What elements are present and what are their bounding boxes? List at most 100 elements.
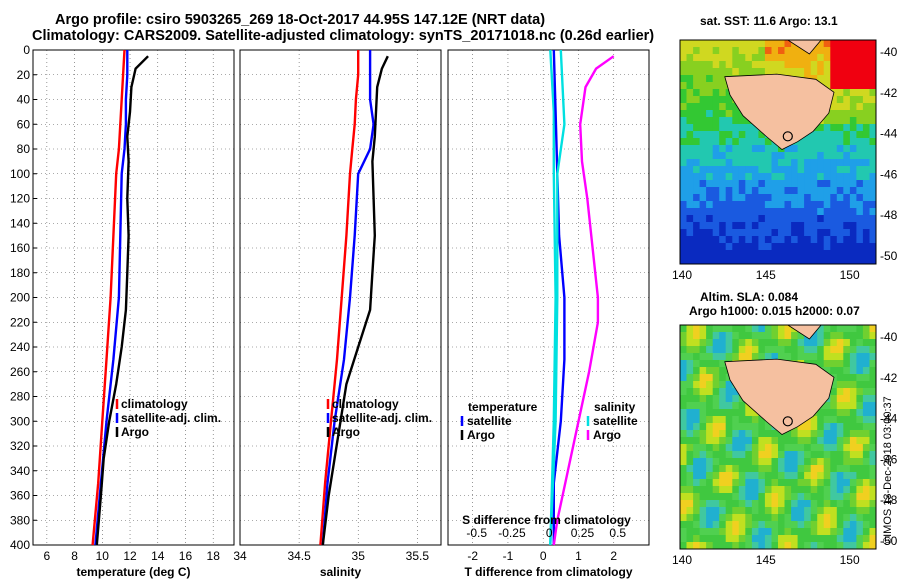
map-cell <box>693 222 701 230</box>
map-cell <box>817 451 825 459</box>
map-cell <box>823 236 831 244</box>
map-cell <box>706 402 714 410</box>
map-cell <box>817 215 825 223</box>
map-cell <box>862 535 870 543</box>
map-cell <box>764 535 772 543</box>
map-cell <box>836 201 844 209</box>
sla-map-title-line2: Argo h1000: 0.015 h2000: 0.07 <box>689 304 860 318</box>
map-cell <box>784 194 792 202</box>
map-cell <box>706 96 714 104</box>
map-cell <box>764 208 772 216</box>
map-cell <box>817 346 825 354</box>
map-cell <box>686 367 694 375</box>
legend-label: Argo <box>332 425 360 439</box>
map-cell <box>784 173 792 181</box>
map-cell <box>751 250 759 258</box>
map-cell <box>810 208 818 216</box>
map-cell <box>830 110 838 118</box>
map-cell <box>791 145 799 153</box>
map-cell <box>732 250 740 258</box>
map-cell <box>706 493 714 501</box>
map-cell <box>732 47 740 55</box>
map-cell <box>751 346 759 354</box>
panel-frame <box>447 49 650 546</box>
map-cell <box>843 131 851 139</box>
map-cell <box>680 535 687 543</box>
map-cell <box>778 236 785 244</box>
map-cell <box>738 500 746 508</box>
map-cell <box>778 458 785 466</box>
map-cell <box>712 353 720 361</box>
map-cell <box>869 173 877 181</box>
map-cell <box>823 75 831 83</box>
map-cell <box>725 152 733 160</box>
map-cell <box>764 194 772 202</box>
map-cell <box>791 152 799 160</box>
map-cell <box>699 402 707 410</box>
map-cell <box>712 131 720 139</box>
map-cell <box>817 173 825 181</box>
map-cell <box>758 194 766 202</box>
map-cell <box>738 201 746 209</box>
map-cell <box>738 166 746 174</box>
difference-panel <box>447 49 650 546</box>
map-cell <box>823 500 831 508</box>
map-cell <box>719 257 727 265</box>
map-cell <box>843 68 851 76</box>
map-cell <box>693 138 701 146</box>
map-cell <box>823 257 831 265</box>
map-cell <box>732 521 740 529</box>
map-cell <box>745 444 753 452</box>
map-cell <box>771 159 779 167</box>
map-cell <box>856 243 864 251</box>
map-cell <box>849 416 857 424</box>
map-cell <box>771 332 779 340</box>
map-cell <box>764 486 772 494</box>
map-cell <box>804 138 812 146</box>
map-cell <box>725 451 733 459</box>
legend-heading-temperature: temperature <box>468 400 538 414</box>
map-cell <box>784 521 792 529</box>
map-cell <box>771 472 779 480</box>
map-cell <box>869 152 877 160</box>
map-lon-label: 150 <box>840 553 860 567</box>
map-cell <box>869 542 877 550</box>
map-cell <box>830 257 838 265</box>
map-cell <box>856 388 864 396</box>
map-cell <box>862 395 870 403</box>
map-cell <box>706 250 714 258</box>
map-cell <box>764 47 772 55</box>
y-tick-label: 400 <box>10 538 30 552</box>
map-cell <box>836 243 844 251</box>
map-cell <box>797 250 805 258</box>
map-cell <box>751 528 759 536</box>
map-cell <box>719 201 727 209</box>
map-cell <box>836 367 844 375</box>
map-cell <box>693 145 701 153</box>
map-cell <box>804 145 812 153</box>
map-cell <box>738 451 746 459</box>
map-cell <box>797 542 805 550</box>
map-cell <box>843 215 851 223</box>
map-cell <box>830 430 838 438</box>
map-cell <box>732 131 740 139</box>
map-cell <box>843 500 851 508</box>
map-cell <box>758 68 766 76</box>
map-cell <box>771 535 779 543</box>
map-cell <box>791 257 799 265</box>
map-cell <box>778 437 785 445</box>
map-cell <box>823 332 831 340</box>
map-cell <box>869 250 877 258</box>
map-cell <box>686 145 694 153</box>
map-cell <box>725 103 733 111</box>
map-cell <box>862 40 870 48</box>
map-cell <box>758 250 766 258</box>
map-cell <box>719 75 727 83</box>
map-cell <box>830 166 838 174</box>
map-cell <box>699 332 707 340</box>
map-cell <box>699 201 707 209</box>
map-cell <box>719 514 727 522</box>
map-cell <box>836 215 844 223</box>
map-cell <box>804 423 812 431</box>
map-lon-label: 140 <box>672 268 692 282</box>
